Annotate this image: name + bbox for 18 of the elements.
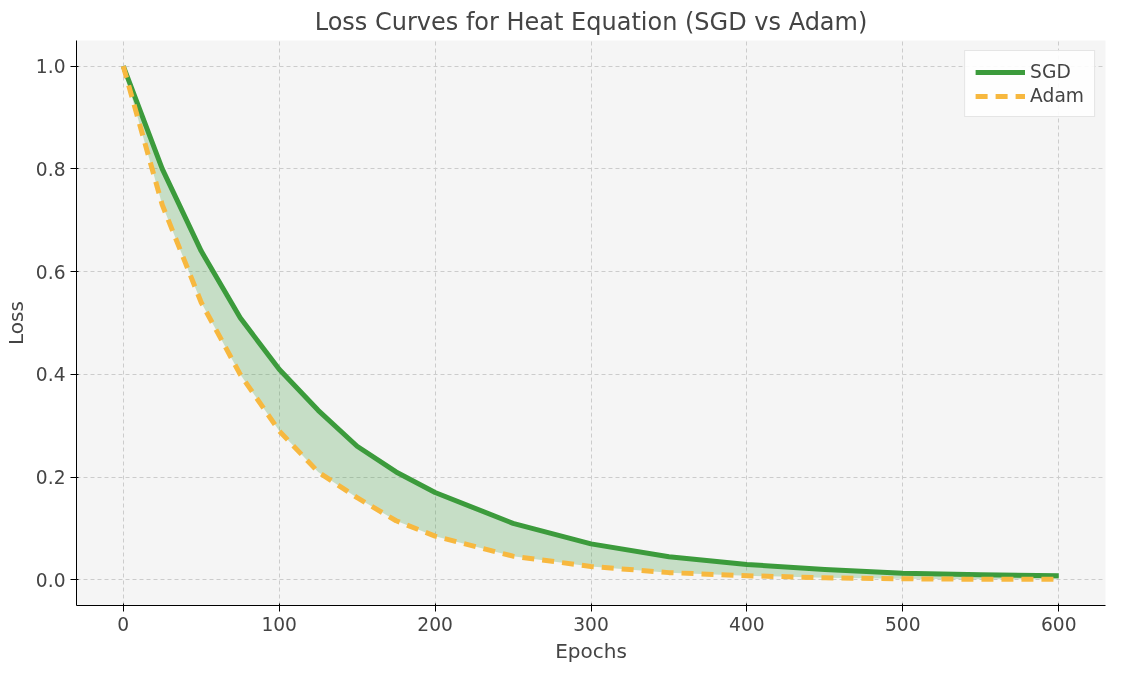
y-tick-label: 0.4: [35, 364, 66, 386]
y-tick-label: 0.2: [35, 467, 66, 489]
y-axis-title: Loss: [3, 301, 28, 345]
y-tick-label: 0.8: [35, 158, 66, 180]
x-tick-label: 500: [885, 613, 921, 635]
x-axis-title: Epochs: [555, 638, 627, 663]
x-tick-label: 300: [573, 613, 609, 635]
chart-title: Loss Curves for Heat Equation (SGD vs Adam): [314, 7, 868, 36]
legend-label: SGD: [1030, 61, 1071, 82]
x-tick-label: 200: [417, 613, 453, 635]
x-tick-label: 600: [1040, 613, 1077, 635]
x-tick-label: 0: [117, 613, 130, 635]
legend-label: Adam: [1030, 85, 1084, 106]
y-tick-label: 0.0: [35, 569, 66, 591]
x-tick-label: 100: [261, 613, 297, 635]
x-tick-label: 400: [729, 613, 765, 635]
y-tick-label: 1.0: [35, 56, 66, 78]
y-tick-label: 0.6: [35, 261, 66, 283]
